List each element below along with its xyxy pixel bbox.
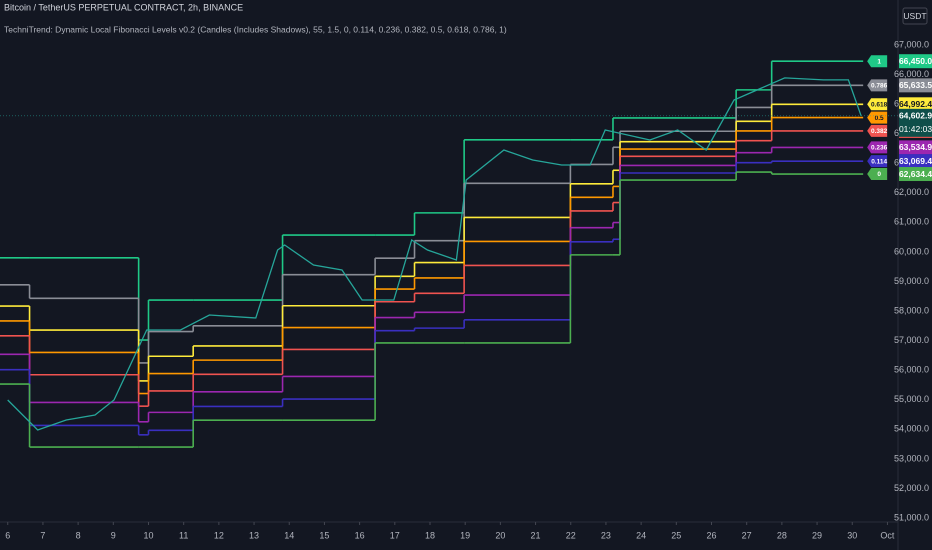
- x-tick-label: 29: [812, 530, 822, 540]
- axis-value-label: 65,633.5: [899, 80, 932, 90]
- x-tick-label: 19: [460, 530, 470, 540]
- level-tag: [867, 155, 888, 168]
- x-tick-label: 14: [284, 530, 294, 540]
- y-tick-label: 60,000.0: [894, 246, 929, 256]
- x-tick-label: 7: [40, 530, 45, 540]
- y-tick-label: 66,000.0: [894, 69, 929, 79]
- axis-value-label: 63,534.9: [899, 142, 932, 152]
- x-tick-label: 6: [5, 530, 10, 540]
- level-tag-label: 0.5: [875, 115, 884, 122]
- price-line: [7, 77, 862, 431]
- x-tick-label: 8: [76, 530, 81, 540]
- y-tick-label: 58,000.0: [894, 305, 929, 315]
- y-tick-label: 67,000.0: [894, 39, 929, 49]
- currency-badge[interactable]: [902, 7, 928, 25]
- y-tick-label: 55,000.0: [894, 394, 929, 404]
- x-tick-label: 12: [214, 530, 224, 540]
- level-tag: [867, 55, 888, 68]
- x-tick-label: 27: [742, 530, 752, 540]
- level-tag: [867, 111, 888, 124]
- level-tag-label: 0.786: [871, 83, 888, 90]
- y-tick-label: 53,000.0: [894, 453, 929, 463]
- x-tick-label: 30: [847, 530, 857, 540]
- x-tick-label: 10: [143, 530, 153, 540]
- axis-value-box: [899, 154, 932, 169]
- level-tag: [867, 124, 888, 137]
- x-tick-label: 20: [495, 530, 505, 540]
- axis-value-box: [899, 97, 932, 112]
- level-tag-label: 0.618: [871, 102, 888, 109]
- axis-value-box: [899, 78, 932, 93]
- fib-level: [0, 60, 864, 341]
- x-tick-label: 28: [777, 530, 787, 540]
- axis-value-box: [899, 108, 932, 137]
- x-tick-label: 9: [111, 530, 116, 540]
- fib-level: [0, 171, 864, 448]
- level-tag-label: 1: [877, 58, 881, 65]
- y-tick-label: 51,000.0: [894, 512, 929, 522]
- y-tick-label: 52,000.0: [894, 483, 929, 493]
- y-tick-label: 57,000.0: [894, 335, 929, 345]
- y-tick-label: 59,000.0: [894, 276, 929, 286]
- x-tick-label: 16: [355, 530, 365, 540]
- axis-value-box: [899, 140, 932, 155]
- chart-title: Bitcoin / TetherUS PERPETUAL CONTRACT, 2…: [4, 2, 243, 12]
- y-tick-label: 56,000.0: [894, 365, 929, 375]
- y-tick-label: 62,000.0: [894, 187, 929, 197]
- currency-label[interactable]: USDT: [903, 11, 926, 21]
- x-tick-label: 24: [636, 530, 646, 540]
- x-tick-label: 21: [531, 530, 541, 540]
- x-tick-label: 23: [601, 530, 611, 540]
- indicator-label: TechniTrend: Dynamic Local Fibonacci Lev…: [4, 24, 507, 34]
- axis-value-label: 62,634.4: [899, 169, 932, 179]
- fib-level: [0, 103, 864, 382]
- x-tick-label: 26: [706, 530, 716, 540]
- level-tag-label: 0.236: [871, 145, 888, 152]
- y-tick-label: 61,000.0: [894, 217, 929, 227]
- x-tick-label: 17: [390, 530, 400, 540]
- level-tag: [867, 168, 888, 181]
- axis-value-label: 64,602.9: [899, 111, 932, 121]
- level-tag-label: 0: [877, 171, 881, 178]
- level-tag-label: 0.114: [871, 158, 887, 165]
- axis-value-label: 64,992.4: [899, 99, 932, 109]
- x-tick-label: 25: [671, 530, 681, 540]
- axis-value-label: 63,069.4: [899, 156, 932, 166]
- x-tick-label: 22: [566, 530, 576, 540]
- x-tick-label: 11: [179, 530, 188, 540]
- x-tick-label: 13: [249, 530, 259, 540]
- x-tick-label: 18: [425, 530, 435, 540]
- x-tick-label: Oct: [880, 530, 895, 540]
- countdown-label: 01:42:03: [899, 124, 932, 134]
- level-tag: [867, 141, 888, 154]
- price-path: [7, 77, 862, 431]
- level-tag: [867, 98, 888, 111]
- axis-value-label: 66,450.0: [899, 56, 932, 66]
- level-tag-label: 0.382: [871, 128, 888, 135]
- x-tick-label: 15: [319, 530, 329, 540]
- level-tag: [867, 79, 888, 92]
- axis-value-box: [899, 167, 932, 182]
- y-tick-label: 54,000.0: [894, 424, 929, 434]
- axis-value-box: [899, 54, 932, 69]
